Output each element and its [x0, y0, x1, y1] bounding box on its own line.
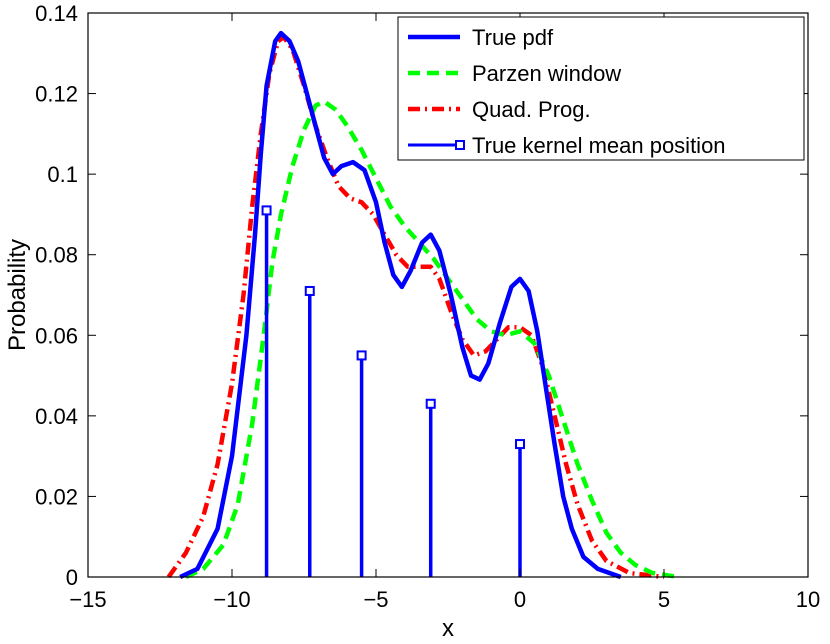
series-line-quad-prog [166, 34, 665, 580]
stem-marker [304, 285, 315, 296]
legend-label: Quad. Prog. [472, 97, 591, 122]
y-tick-label: 0.1 [47, 162, 78, 187]
y-tick-label: 0.12 [35, 82, 78, 107]
y-tick-label: 0.14 [35, 1, 78, 26]
x-tick-label: −10 [213, 587, 250, 612]
x-tick-label: 0 [514, 587, 526, 612]
x-tick-label: 5 [658, 587, 670, 612]
x-axis-title: x [442, 615, 454, 639]
legend-label: True pdf [472, 25, 554, 50]
series-layer [166, 30, 679, 580]
series-line-parzen-window [184, 99, 679, 580]
legend-box [397, 16, 805, 161]
y-axis-ticks: 0 0.02 0.04 0.06 0.08 0.1 0.12 0.14 [35, 1, 808, 590]
x-axis-ticks: −15 −10 −5 0 5 10 [69, 13, 820, 612]
y-tick-label: 0.02 [35, 484, 78, 509]
y-tick-label: 0.08 [35, 243, 78, 268]
legend-marker [455, 140, 465, 150]
legend-label: True kernel mean position [472, 133, 726, 158]
x-tick-label: −15 [69, 587, 106, 612]
x-tick-label: −5 [363, 587, 388, 612]
stems-layer [261, 205, 525, 577]
stem-marker [261, 205, 272, 216]
stem-marker [356, 350, 367, 361]
x-tick-label: 10 [796, 587, 820, 612]
stem-marker [515, 439, 525, 450]
plot-frame [87, 12, 809, 578]
y-tick-label: 0.04 [35, 404, 78, 429]
series-line-true-pdf [179, 30, 622, 580]
stem-marker [425, 398, 436, 409]
y-axis-title: Probability [4, 239, 31, 351]
y-tick-label: 0.06 [35, 323, 78, 348]
legend-label: Parzen window [472, 61, 621, 86]
y-tick-label: 0 [66, 565, 78, 590]
legend: True pdf Parzen window Quad. Prog. True ker… [397, 16, 805, 161]
